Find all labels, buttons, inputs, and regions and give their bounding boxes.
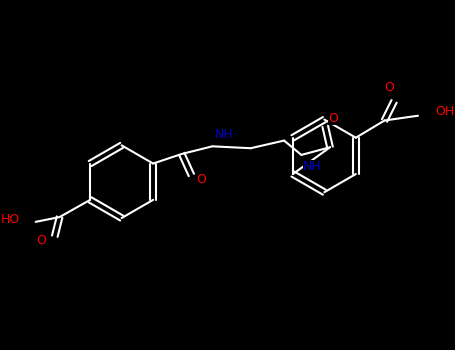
Text: O: O bbox=[196, 173, 206, 186]
Text: O: O bbox=[328, 112, 338, 125]
Text: NH: NH bbox=[214, 128, 233, 141]
Text: NH: NH bbox=[303, 160, 322, 173]
Text: OH: OH bbox=[435, 105, 455, 118]
Text: HO: HO bbox=[1, 214, 20, 226]
Text: O: O bbox=[384, 82, 394, 95]
Text: O: O bbox=[36, 234, 46, 247]
